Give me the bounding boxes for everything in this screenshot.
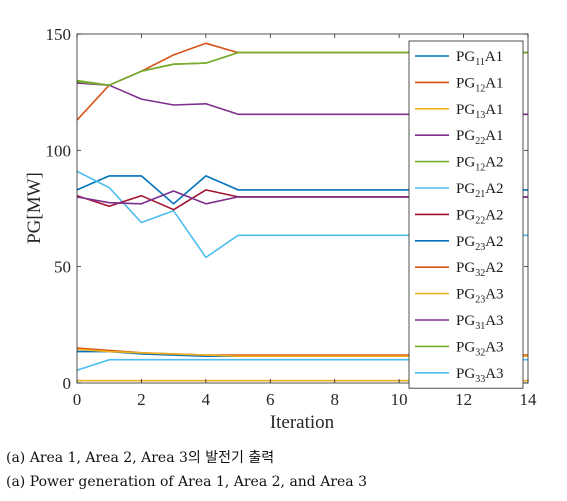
legend-label-PG33A3: PG33A3 (456, 366, 504, 385)
plot-frame (76, 33, 529, 384)
legend: PG11A1 PG12A1 PG13A1 PG22A1 PG12A2 PG21A2 PG22… (408, 40, 524, 389)
legend-label-PG22A1: PG22A1 (456, 128, 504, 147)
legend-label-PG23A2: PG23A2 (456, 234, 504, 253)
legend-label-PG21A2: PG21A2 (456, 181, 504, 200)
y-tick-label: 150 (46, 25, 72, 44)
y-tick-label: 100 (46, 141, 72, 160)
legend-label-PG13A1: PG13A1 (456, 102, 504, 121)
x-tick-label: 14 (520, 390, 538, 409)
x-axis-label: Iteration (270, 412, 335, 433)
legend-label-PG31A3: PG31A3 (456, 313, 504, 332)
x-tick-label: 12 (455, 390, 472, 409)
line-chart: 0 2 4 6 8 10 12 14 0 50 100 150 Iteration PG[MW] PG… (24, 25, 538, 433)
legend-label-PG32A2: PG32A2 (456, 260, 504, 279)
x-tick-label: 4 (202, 390, 211, 409)
legend-label-PG32A3: PG32A3 (456, 339, 504, 358)
y-axis-label: PG[MW] (24, 172, 45, 244)
legend-label-PG12A1: PG12A1 (456, 75, 504, 94)
y-tick-label: 50 (54, 258, 71, 277)
x-tick-label: 2 (137, 390, 146, 409)
x-tick-label: 0 (73, 390, 82, 409)
figure-caption-korean: (a) Area 1, Area 2, Area 3의 발전기 출력 (6, 450, 275, 466)
legend-label-PG12A2: PG12A2 (456, 155, 504, 174)
y-tick-label: 0 (63, 374, 72, 393)
legend-label-PG11A1: PG11A1 (456, 49, 503, 68)
x-tick-label: 8 (330, 390, 339, 409)
x-tick-label: 6 (266, 390, 275, 409)
figure-caption-english: (a) Power generation of Area 1, Area 2, … (6, 474, 368, 490)
ticks-layer: 0 2 4 6 8 10 12 14 0 50 100 150 (46, 25, 538, 409)
legend-label-PG23A3: PG23A3 (456, 287, 504, 306)
x-tick-label: 10 (391, 390, 408, 409)
legend-label-PG22A2: PG22A2 (456, 207, 504, 226)
